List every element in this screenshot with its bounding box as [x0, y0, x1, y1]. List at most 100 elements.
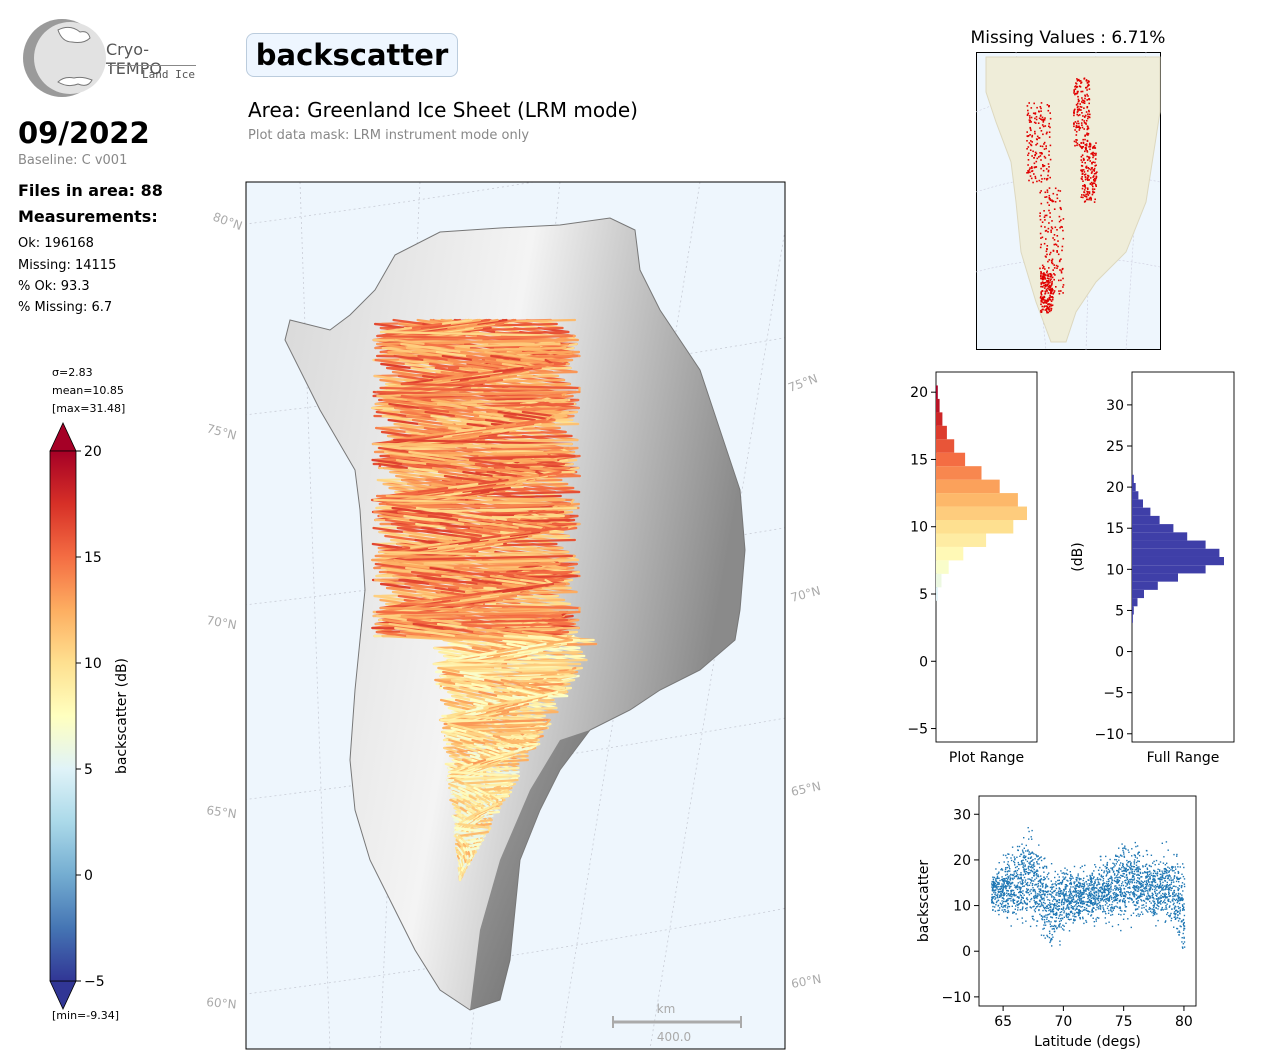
y-tick-label: 20 — [1106, 480, 1124, 496]
missing-point — [1089, 113, 1091, 116]
track-segment — [499, 462, 532, 470]
histogram-bar — [936, 385, 938, 399]
track-segment — [533, 642, 562, 650]
missing-point — [1053, 264, 1055, 266]
track-segment — [411, 350, 444, 358]
track-segment — [456, 778, 519, 786]
missing-point — [1033, 173, 1035, 175]
missing-point — [1041, 221, 1044, 223]
histogram-bar — [1132, 589, 1144, 599]
missing-point — [1051, 282, 1053, 285]
missing-point — [1034, 130, 1036, 133]
missing-point — [1045, 250, 1048, 253]
track-segment — [449, 754, 464, 762]
track-segment — [382, 482, 415, 490]
scatter-point — [1002, 887, 1005, 889]
missing-point — [1055, 264, 1058, 267]
scatter-point — [1001, 909, 1003, 911]
missing-point — [1093, 179, 1095, 181]
missing-point — [1044, 191, 1047, 194]
scatter-point — [995, 879, 997, 881]
track-segment — [427, 530, 460, 538]
track-segment — [484, 706, 505, 714]
missing-point — [1049, 112, 1051, 114]
track-segment — [499, 530, 532, 538]
missing-point — [1078, 85, 1081, 87]
track-segment — [421, 490, 454, 498]
track-segment — [445, 322, 478, 330]
track-segment — [441, 354, 474, 362]
missing-point — [1046, 311, 1049, 314]
track-segment — [470, 370, 503, 378]
missing-point — [1026, 105, 1029, 107]
missing-point — [1075, 85, 1077, 87]
track-segment — [433, 646, 460, 654]
missing-point — [1092, 146, 1095, 148]
missing-point — [1041, 119, 1043, 121]
missing-point — [1041, 145, 1044, 148]
missing-point — [1044, 309, 1047, 311]
scatter-point — [991, 898, 993, 901]
missing-point — [1039, 152, 1041, 154]
track-segment — [506, 738, 521, 746]
track-segment — [466, 374, 500, 382]
missing-point — [1036, 157, 1039, 160]
track-segment — [420, 458, 453, 466]
missing-point — [1040, 291, 1042, 294]
track-segment — [473, 630, 506, 638]
track-segment — [457, 594, 491, 602]
track-segment — [462, 426, 495, 434]
missing-point — [1075, 126, 1077, 129]
track-segment — [453, 730, 471, 738]
y-tick-label: 15 — [1106, 521, 1124, 537]
missing-point — [1044, 299, 1047, 302]
track-segment — [468, 654, 494, 662]
missing-point — [1041, 178, 1043, 180]
missing-point — [1045, 309, 1048, 311]
missing-point — [1046, 310, 1048, 313]
missing-point — [1061, 245, 1064, 248]
missing-point — [1095, 184, 1097, 186]
track-segment — [470, 590, 503, 598]
track-segment — [478, 706, 500, 714]
missing-point — [1084, 176, 1087, 178]
missing-point — [1094, 147, 1097, 149]
missing-point — [1082, 115, 1084, 117]
track-segment — [443, 474, 477, 482]
track-segment — [451, 694, 472, 702]
missing-point — [1080, 169, 1083, 172]
track-segment — [497, 370, 530, 378]
missing-point — [1090, 172, 1093, 174]
track-segment — [454, 598, 487, 606]
area-label: Area: Greenland Ice Sheet (LRM mode) — [248, 98, 638, 122]
missing-point — [1044, 196, 1046, 198]
track-segment — [418, 598, 451, 606]
colorbar-min: [min=-9.34] — [52, 1009, 120, 1022]
missing-point — [1085, 143, 1088, 145]
scatter-point — [1010, 897, 1012, 900]
track-segment — [495, 358, 529, 366]
missing-point — [1074, 92, 1077, 95]
track-segment — [519, 694, 543, 702]
missing-point — [1049, 279, 1051, 282]
missing-point — [1036, 106, 1038, 109]
scatter-point — [1005, 877, 1008, 879]
track-segment — [503, 478, 536, 486]
track-segment — [419, 474, 452, 482]
colorbar-gradient — [49, 450, 77, 982]
page-title: backscatter — [255, 38, 449, 72]
missing-point — [1049, 126, 1051, 129]
histogram-bar — [1132, 483, 1136, 492]
missing-point — [1029, 127, 1032, 130]
track-segment — [477, 582, 510, 590]
scatter-point — [1000, 892, 1002, 895]
track-segment — [519, 682, 541, 690]
missing-point — [1040, 243, 1042, 246]
track-segment — [452, 514, 485, 522]
scatter-point — [1007, 884, 1009, 886]
missing-point — [1084, 150, 1086, 153]
missing-point — [1046, 201, 1049, 204]
track-segment — [495, 534, 529, 542]
scatter-point — [1007, 911, 1009, 914]
histogram-bar — [1132, 548, 1220, 557]
